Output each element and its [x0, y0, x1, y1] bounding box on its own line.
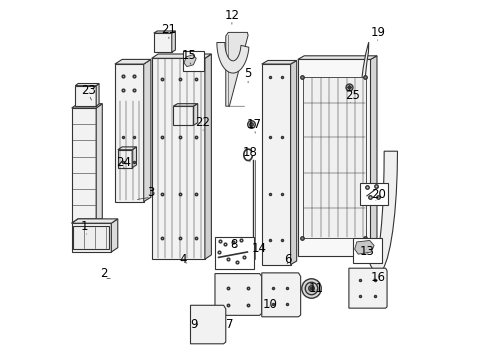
- Text: 23: 23: [81, 84, 96, 96]
- Polygon shape: [111, 219, 118, 252]
- Polygon shape: [348, 268, 386, 308]
- Text: 3: 3: [147, 186, 154, 199]
- Text: 16: 16: [369, 271, 385, 284]
- Text: 11: 11: [308, 282, 324, 294]
- Polygon shape: [96, 84, 99, 106]
- Polygon shape: [357, 42, 397, 274]
- Polygon shape: [115, 59, 151, 64]
- Polygon shape: [370, 56, 376, 256]
- Text: 12: 12: [224, 9, 239, 22]
- Text: 14: 14: [251, 242, 266, 255]
- Bar: [302, 77, 365, 238]
- Polygon shape: [72, 219, 102, 223]
- Polygon shape: [261, 273, 300, 317]
- Polygon shape: [171, 31, 175, 52]
- Polygon shape: [115, 64, 143, 202]
- Polygon shape: [215, 274, 261, 315]
- Polygon shape: [73, 226, 109, 249]
- Text: 19: 19: [369, 26, 385, 39]
- Polygon shape: [297, 59, 370, 256]
- Text: 9: 9: [190, 318, 198, 330]
- Polygon shape: [151, 58, 204, 259]
- Text: 1: 1: [81, 220, 88, 233]
- Text: 2: 2: [100, 267, 108, 280]
- Text: 5: 5: [244, 67, 251, 80]
- Polygon shape: [193, 104, 197, 125]
- Text: 10: 10: [262, 298, 277, 311]
- Polygon shape: [173, 104, 197, 106]
- Text: 15: 15: [181, 49, 196, 62]
- Text: 22: 22: [195, 116, 210, 129]
- Bar: [215, 237, 253, 269]
- Polygon shape: [297, 56, 376, 59]
- Text: 24: 24: [116, 156, 131, 168]
- Polygon shape: [143, 59, 151, 202]
- Polygon shape: [153, 31, 175, 33]
- Polygon shape: [290, 60, 296, 265]
- Polygon shape: [225, 32, 247, 106]
- Text: 18: 18: [242, 147, 257, 159]
- Polygon shape: [72, 219, 118, 223]
- Text: 7: 7: [226, 318, 233, 330]
- Polygon shape: [75, 84, 99, 86]
- Text: 21: 21: [161, 23, 176, 36]
- Polygon shape: [72, 108, 96, 223]
- Polygon shape: [216, 42, 248, 73]
- Polygon shape: [96, 104, 102, 223]
- Polygon shape: [75, 86, 96, 106]
- Polygon shape: [261, 64, 290, 265]
- Text: 13: 13: [359, 246, 374, 258]
- Polygon shape: [153, 33, 171, 52]
- Text: 4: 4: [179, 253, 187, 266]
- Polygon shape: [173, 106, 193, 125]
- Text: 6: 6: [284, 253, 291, 266]
- Bar: [352, 238, 381, 263]
- Polygon shape: [118, 147, 136, 150]
- Polygon shape: [354, 240, 373, 254]
- Polygon shape: [261, 60, 296, 64]
- Polygon shape: [72, 223, 111, 252]
- Polygon shape: [183, 55, 196, 67]
- Polygon shape: [151, 54, 211, 58]
- Text: 17: 17: [246, 118, 262, 131]
- Text: 20: 20: [370, 188, 385, 201]
- Text: 8: 8: [229, 238, 237, 251]
- Polygon shape: [118, 150, 132, 168]
- Bar: [182, 51, 204, 71]
- Polygon shape: [132, 147, 136, 168]
- Polygon shape: [72, 104, 102, 108]
- Polygon shape: [204, 54, 211, 259]
- Polygon shape: [190, 305, 225, 344]
- Bar: [360, 183, 387, 205]
- Text: 25: 25: [345, 89, 359, 102]
